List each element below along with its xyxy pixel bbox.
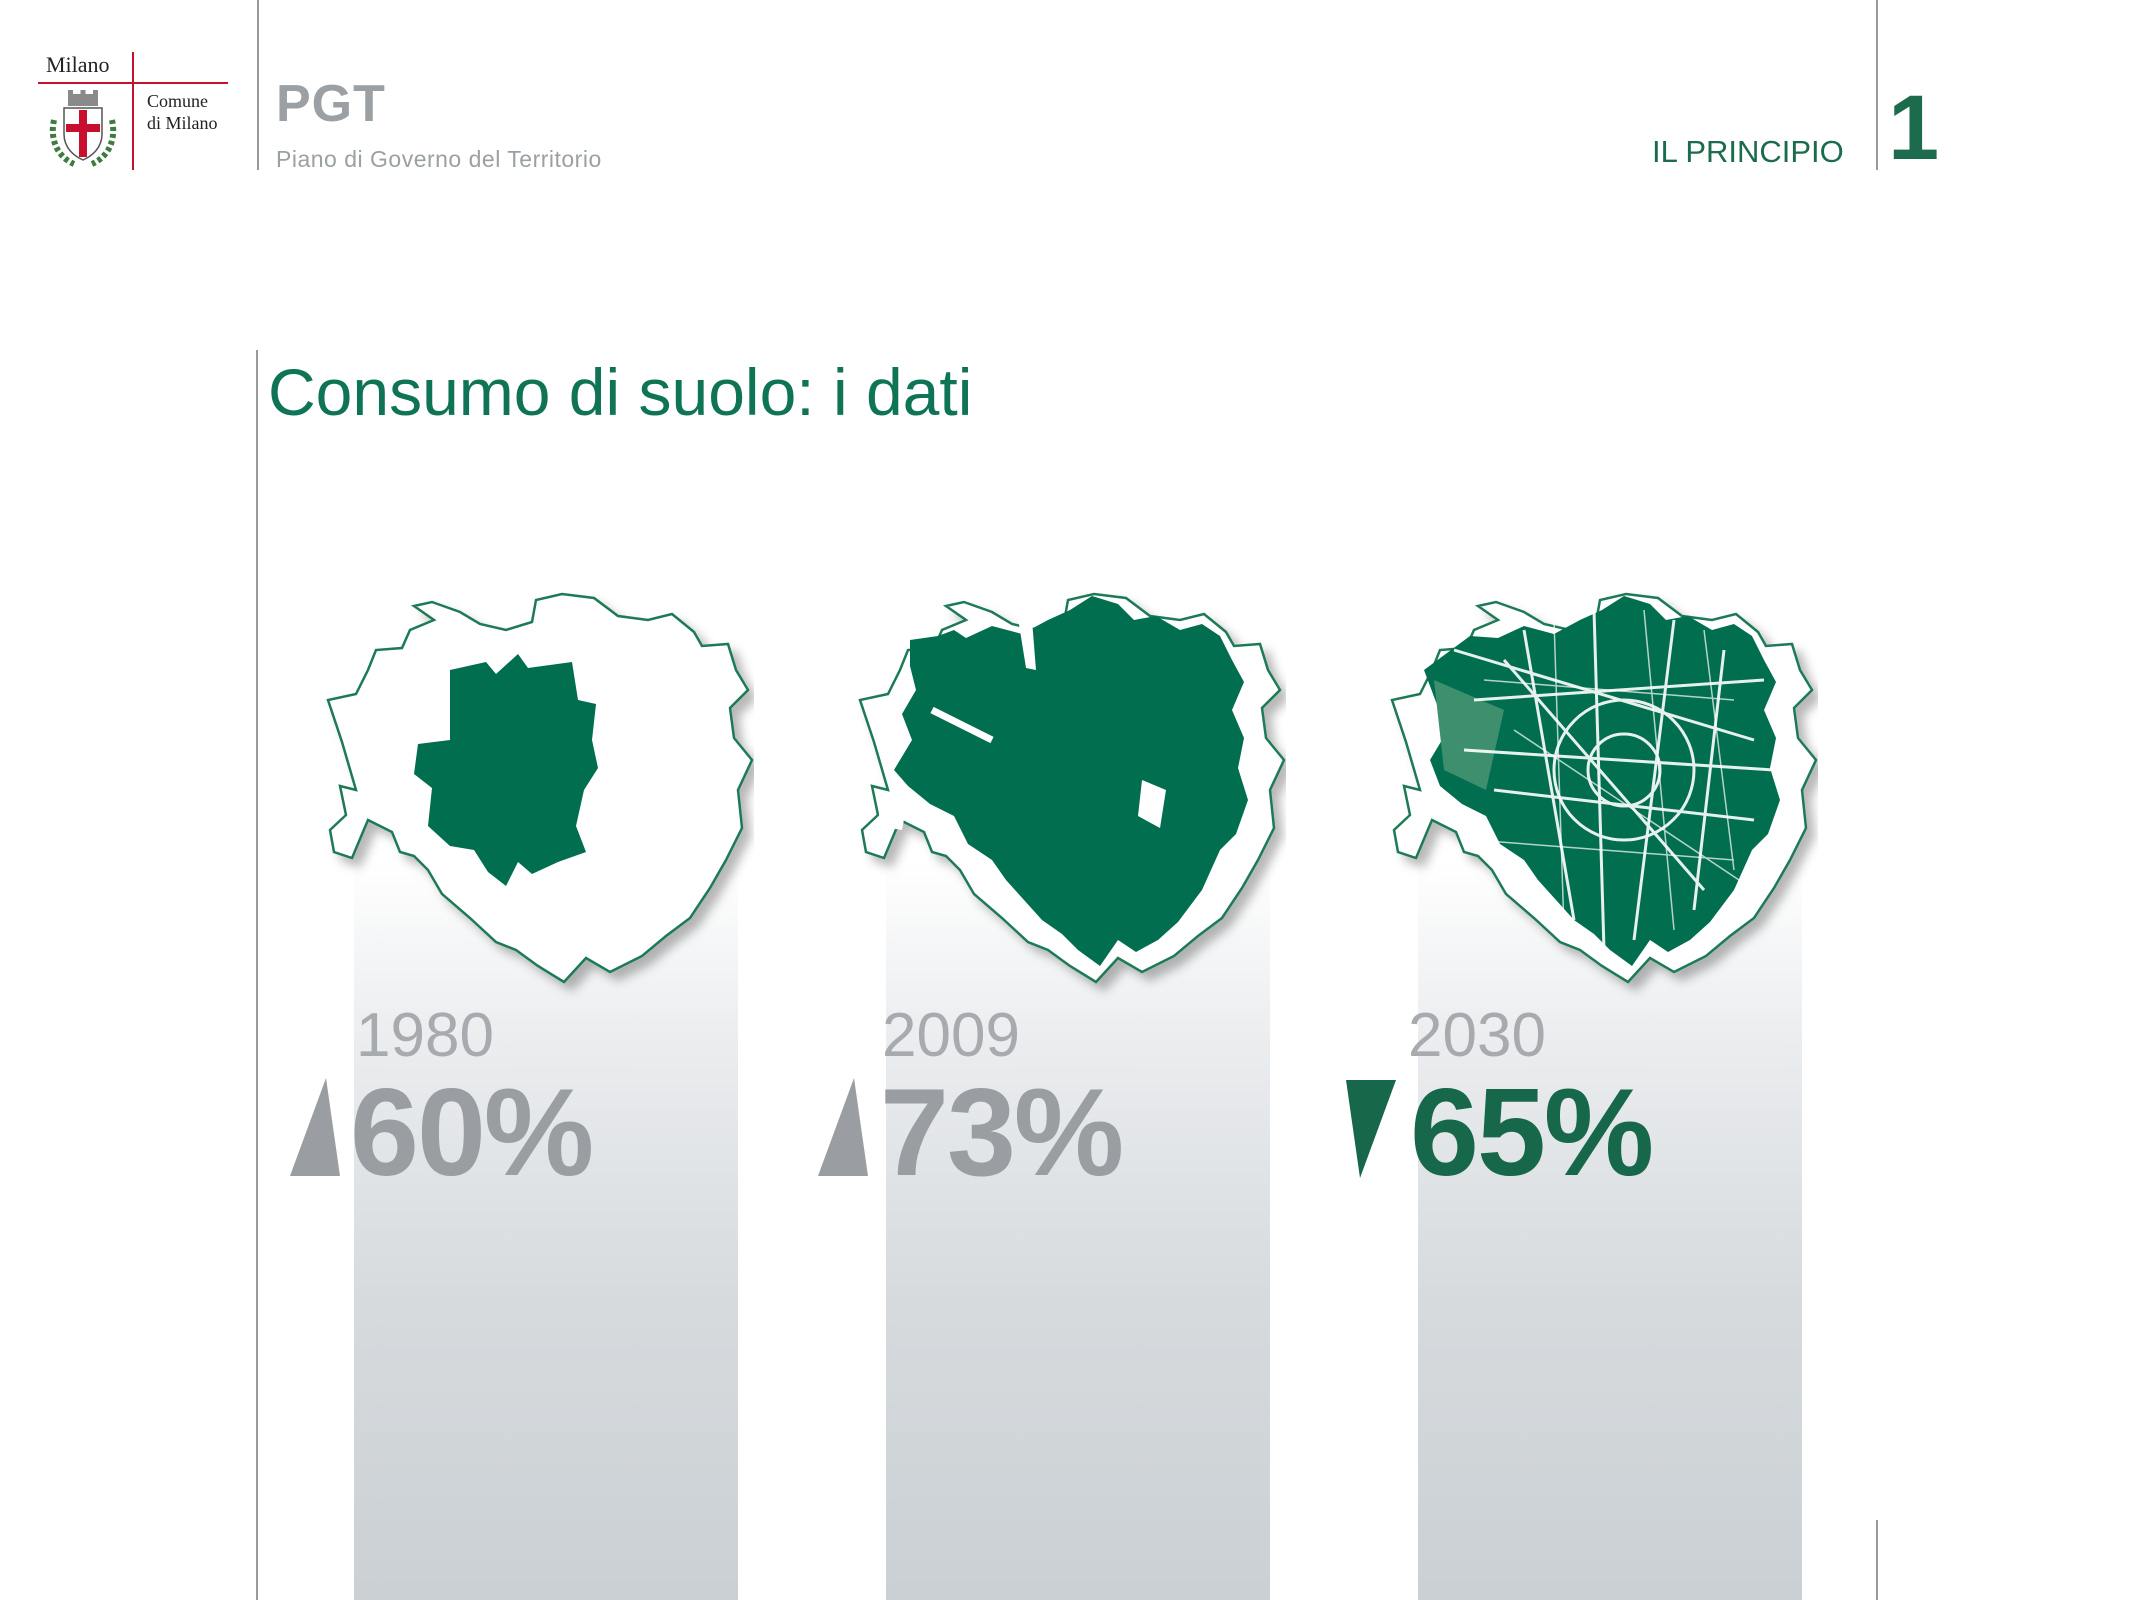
panel-2009-column xyxy=(886,862,1270,1600)
logo-divider-horizontal xyxy=(38,82,228,84)
logo-comune-text: Comune di Milano xyxy=(147,90,218,134)
page-title: Consumo di suolo: i dati xyxy=(268,355,973,429)
panel-2009-triangle-up-icon xyxy=(818,1078,868,1176)
app-subtitle: Piano di Governo del Territorio xyxy=(276,146,602,172)
content-rule-left xyxy=(256,350,258,1600)
panel-1980-percent: 60% xyxy=(350,1064,594,1202)
logo-comune-line1: Comune xyxy=(147,91,208,111)
panel-2030-year: 2030 xyxy=(1408,1001,1546,1070)
logo-divider-vertical xyxy=(132,52,134,170)
panel-2009-percent: 73% xyxy=(880,1064,1124,1202)
app-title: PGT xyxy=(276,75,386,133)
panel-1980-triangle-up-icon xyxy=(290,1078,340,1176)
panel-1980-column xyxy=(354,862,738,1600)
panel-2030-triangle-down-icon xyxy=(1346,1080,1396,1178)
panel-2009-year: 2009 xyxy=(882,1001,1020,1070)
section-number: 1 xyxy=(1888,77,1940,179)
panel-1980-map xyxy=(326,592,754,984)
panel-2030-column xyxy=(1418,862,1802,1600)
panel-2030-map xyxy=(1390,592,1818,984)
panel-2009-map xyxy=(858,592,1286,984)
milano-crest-icon xyxy=(49,90,117,167)
panel-2030-percent: 65% xyxy=(1410,1064,1654,1202)
header-rule-right xyxy=(1876,0,1878,170)
section-label: IL PRINCIPIO xyxy=(1652,134,1844,169)
panel-1980-year: 1980 xyxy=(356,1001,494,1070)
content-rule-right xyxy=(1876,1520,1878,1600)
header-rule-left xyxy=(257,0,259,170)
logo-comune-line2: di Milano xyxy=(147,113,218,133)
logo-city-name: Milano xyxy=(46,52,110,77)
